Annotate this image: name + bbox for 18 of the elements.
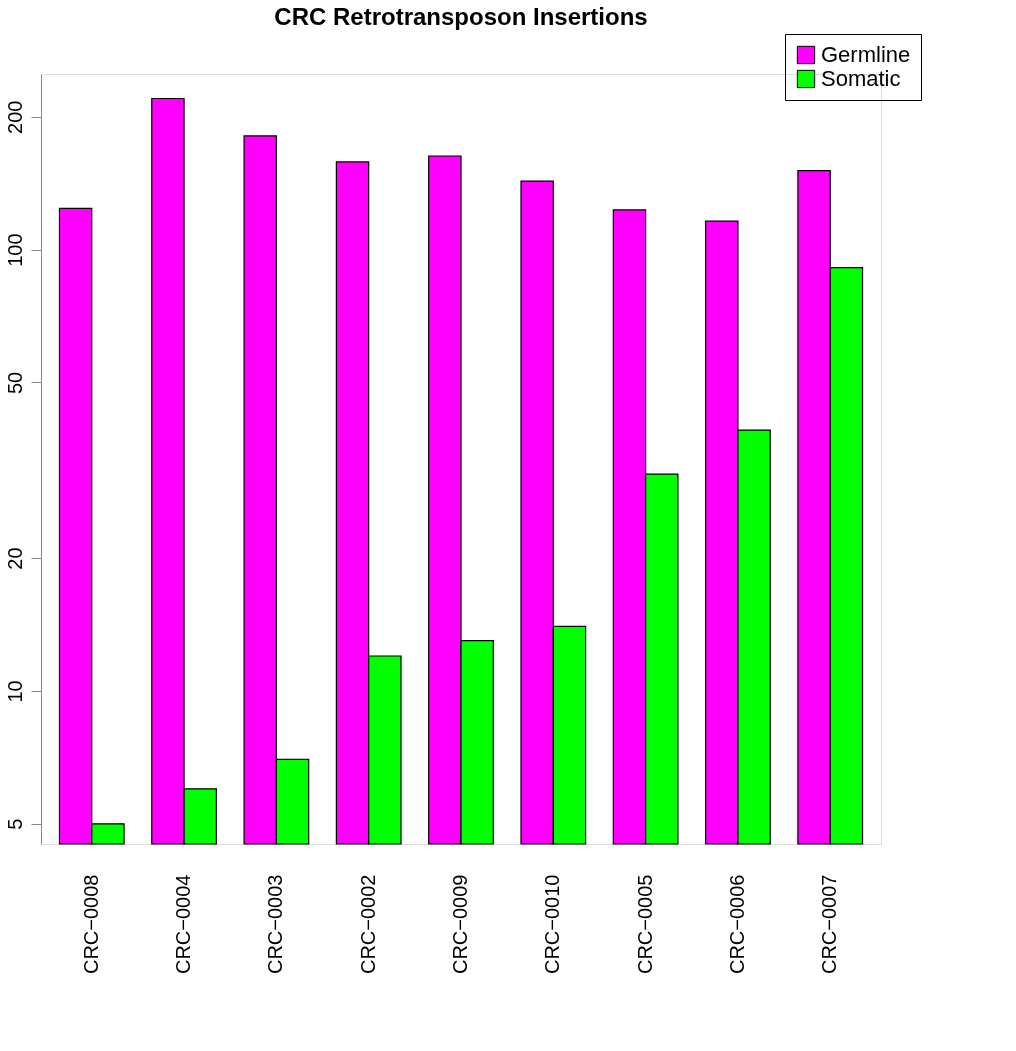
x-tick-label: CRC−0009	[449, 874, 471, 975]
x-tick-label: CRC−0002	[356, 874, 379, 975]
y-tick-label: 100	[3, 233, 26, 267]
legend-label: Germline	[821, 42, 911, 67]
chart-title: CRC Retrotransposon Insertions	[274, 2, 648, 30]
y-tick-label: 10	[3, 680, 26, 703]
y-tick-label: 5	[3, 818, 26, 830]
x-tick-label: CRC−0004	[172, 874, 195, 975]
x-tick-label: CRC−0010	[541, 874, 564, 975]
x-tick-label: CRC−0003	[264, 874, 287, 975]
legend-label: Somatic	[821, 66, 901, 91]
x-tick-label: CRC−0005	[633, 874, 656, 975]
y-tick-label: 200	[3, 100, 26, 134]
y-tick-label: 50	[3, 371, 26, 395]
x-tick-label: CRC−0008	[79, 874, 102, 975]
x-tick-label: CRC−0007	[818, 874, 841, 975]
x-tick-label: CRC−0006	[725, 874, 748, 975]
y-tick-label: 20	[3, 547, 26, 570]
